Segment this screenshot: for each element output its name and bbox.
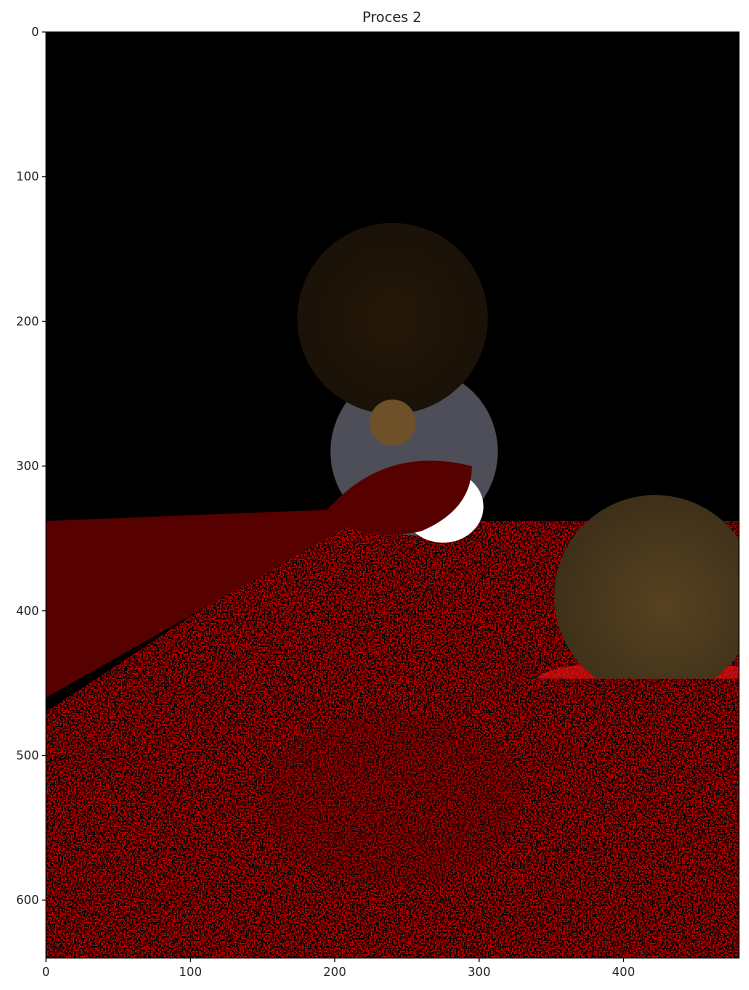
x-tick-label: 100 xyxy=(179,965,202,979)
chart-title: Proces 2 xyxy=(362,10,421,26)
y-tick-label: 500 xyxy=(16,748,39,762)
x-tick-label: 200 xyxy=(323,965,346,979)
y-tick-label: 100 xyxy=(16,170,39,184)
y-tick-label: 600 xyxy=(16,893,39,907)
x-tick-label: 400 xyxy=(612,965,635,979)
axes-frame xyxy=(45,31,740,959)
y-tick-label: 200 xyxy=(16,314,39,328)
y-tick-label: 400 xyxy=(16,604,39,618)
y-tick-label: 300 xyxy=(16,459,39,473)
x-tick-label: 300 xyxy=(468,965,491,979)
y-tick-label: 0 xyxy=(31,25,39,39)
x-tick-label: 0 xyxy=(42,965,50,979)
image xyxy=(46,32,739,958)
